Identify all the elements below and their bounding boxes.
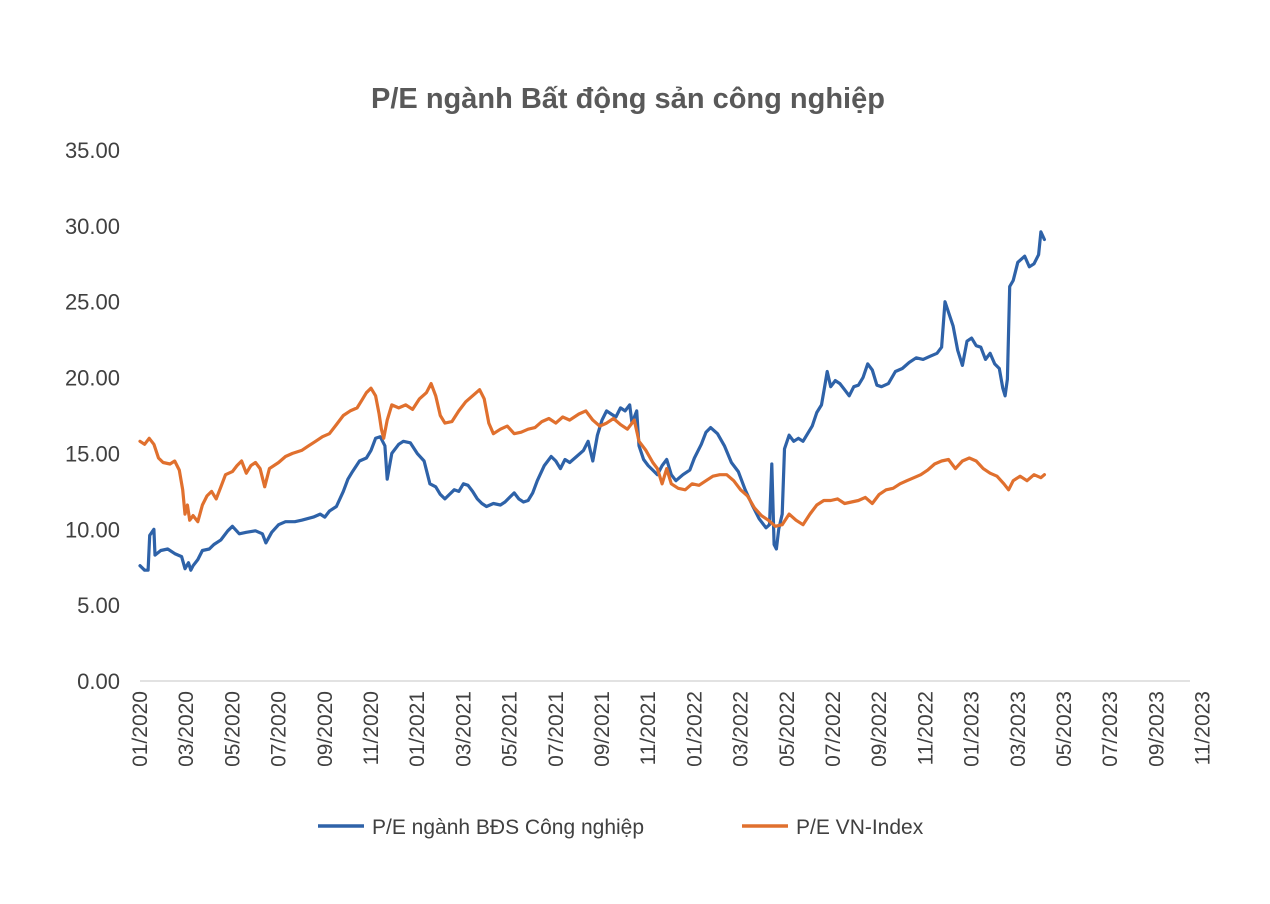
x-tick-label: 07/2021 <box>545 691 568 767</box>
x-tick-label: 09/2021 <box>591 691 614 767</box>
x-tick-label: 09/2020 <box>314 691 337 767</box>
x-tick-label: 05/2023 <box>1053 691 1076 767</box>
legend-label-2: P/E VN-Index <box>796 816 924 839</box>
y-tick-label: 35.00 <box>65 138 120 163</box>
x-tick-label: 05/2022 <box>776 691 799 767</box>
x-tick-label: 03/2020 <box>175 691 198 767</box>
y-tick-label: 0.00 <box>77 669 120 694</box>
y-tick-label: 25.00 <box>65 290 120 315</box>
series-group <box>138 230 1046 572</box>
series-line-1 <box>138 230 1046 572</box>
x-tick-label: 09/2022 <box>868 691 891 767</box>
x-tick-label: 01/2023 <box>961 691 984 767</box>
y-tick-label: 10.00 <box>65 517 120 542</box>
x-tick-label: 07/2020 <box>268 691 291 767</box>
x-tick-label: 11/2020 <box>360 691 383 765</box>
x-tick-label: 03/2023 <box>1007 691 1030 767</box>
x-axis: 01/2020 03/2020 05/2020 07/2020 09/2020 11/20… <box>129 691 1215 767</box>
y-axis: 0.00 5.00 10.00 15.00 20.00 25.00 30.00 35.00 <box>65 138 120 694</box>
y-tick-label: 20.00 <box>65 366 120 391</box>
x-tick-label: 07/2022 <box>822 691 845 767</box>
x-tick-label: 11/2022 <box>914 691 937 765</box>
x-tick-label: 01/2020 <box>129 691 152 767</box>
y-tick-label: 30.00 <box>65 214 120 239</box>
y-tick-label: 5.00 <box>77 593 120 618</box>
x-tick-label: 01/2021 <box>406 691 429 767</box>
x-tick-label: 05/2021 <box>499 691 522 767</box>
x-tick-label: 03/2021 <box>452 691 475 767</box>
x-tick-label: 01/2022 <box>683 691 706 767</box>
series-line-2 <box>138 382 1046 528</box>
x-tick-label: 11/2021 <box>637 691 660 765</box>
x-tick-label: 03/2022 <box>730 691 753 767</box>
x-tick-label: 05/2020 <box>221 691 244 767</box>
legend: P/E ngành BĐS Công nghiệp P/E VN-Index <box>318 816 924 839</box>
x-tick-label: 09/2023 <box>1145 691 1168 767</box>
legend-label-1: P/E ngành BĐS Công nghiệp <box>372 816 644 839</box>
chart-title: P/E ngành Bất động sản công nghiệp <box>371 83 885 115</box>
y-tick-label: 15.00 <box>65 441 120 466</box>
x-tick-label: 11/2023 <box>1192 691 1215 765</box>
x-tick-label: 07/2023 <box>1099 691 1122 767</box>
